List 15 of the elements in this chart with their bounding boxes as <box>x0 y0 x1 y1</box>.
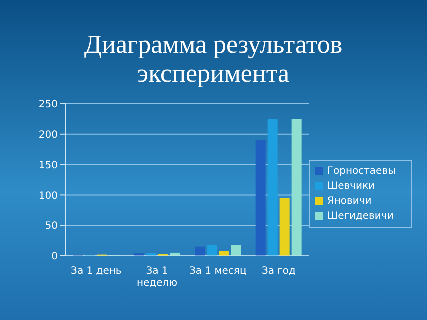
legend-label: Шегидевичи <box>327 211 394 222</box>
y-tick-label: 250 <box>38 100 58 111</box>
legend-label: Шевчики <box>327 181 376 192</box>
x-tick-label: За год <box>262 266 296 277</box>
x-tick-label: За 1 неделю <box>136 266 178 289</box>
y-tick-label: 0 <box>52 252 58 263</box>
legend-label: Яновичи <box>327 196 372 207</box>
y-tick-label: 200 <box>38 130 58 141</box>
y-tick-label: 50 <box>45 221 58 232</box>
y-tick-label: 100 <box>38 190 58 202</box>
x-tick-label: За 1 день <box>71 266 122 277</box>
chart-title: Диаграмма результатов эксперимента <box>83 30 344 88</box>
legend-label: Горностаевы <box>327 166 396 177</box>
y-tick-label: 150 <box>38 160 58 172</box>
x-tick-label: За 1 месяц <box>189 266 247 277</box>
